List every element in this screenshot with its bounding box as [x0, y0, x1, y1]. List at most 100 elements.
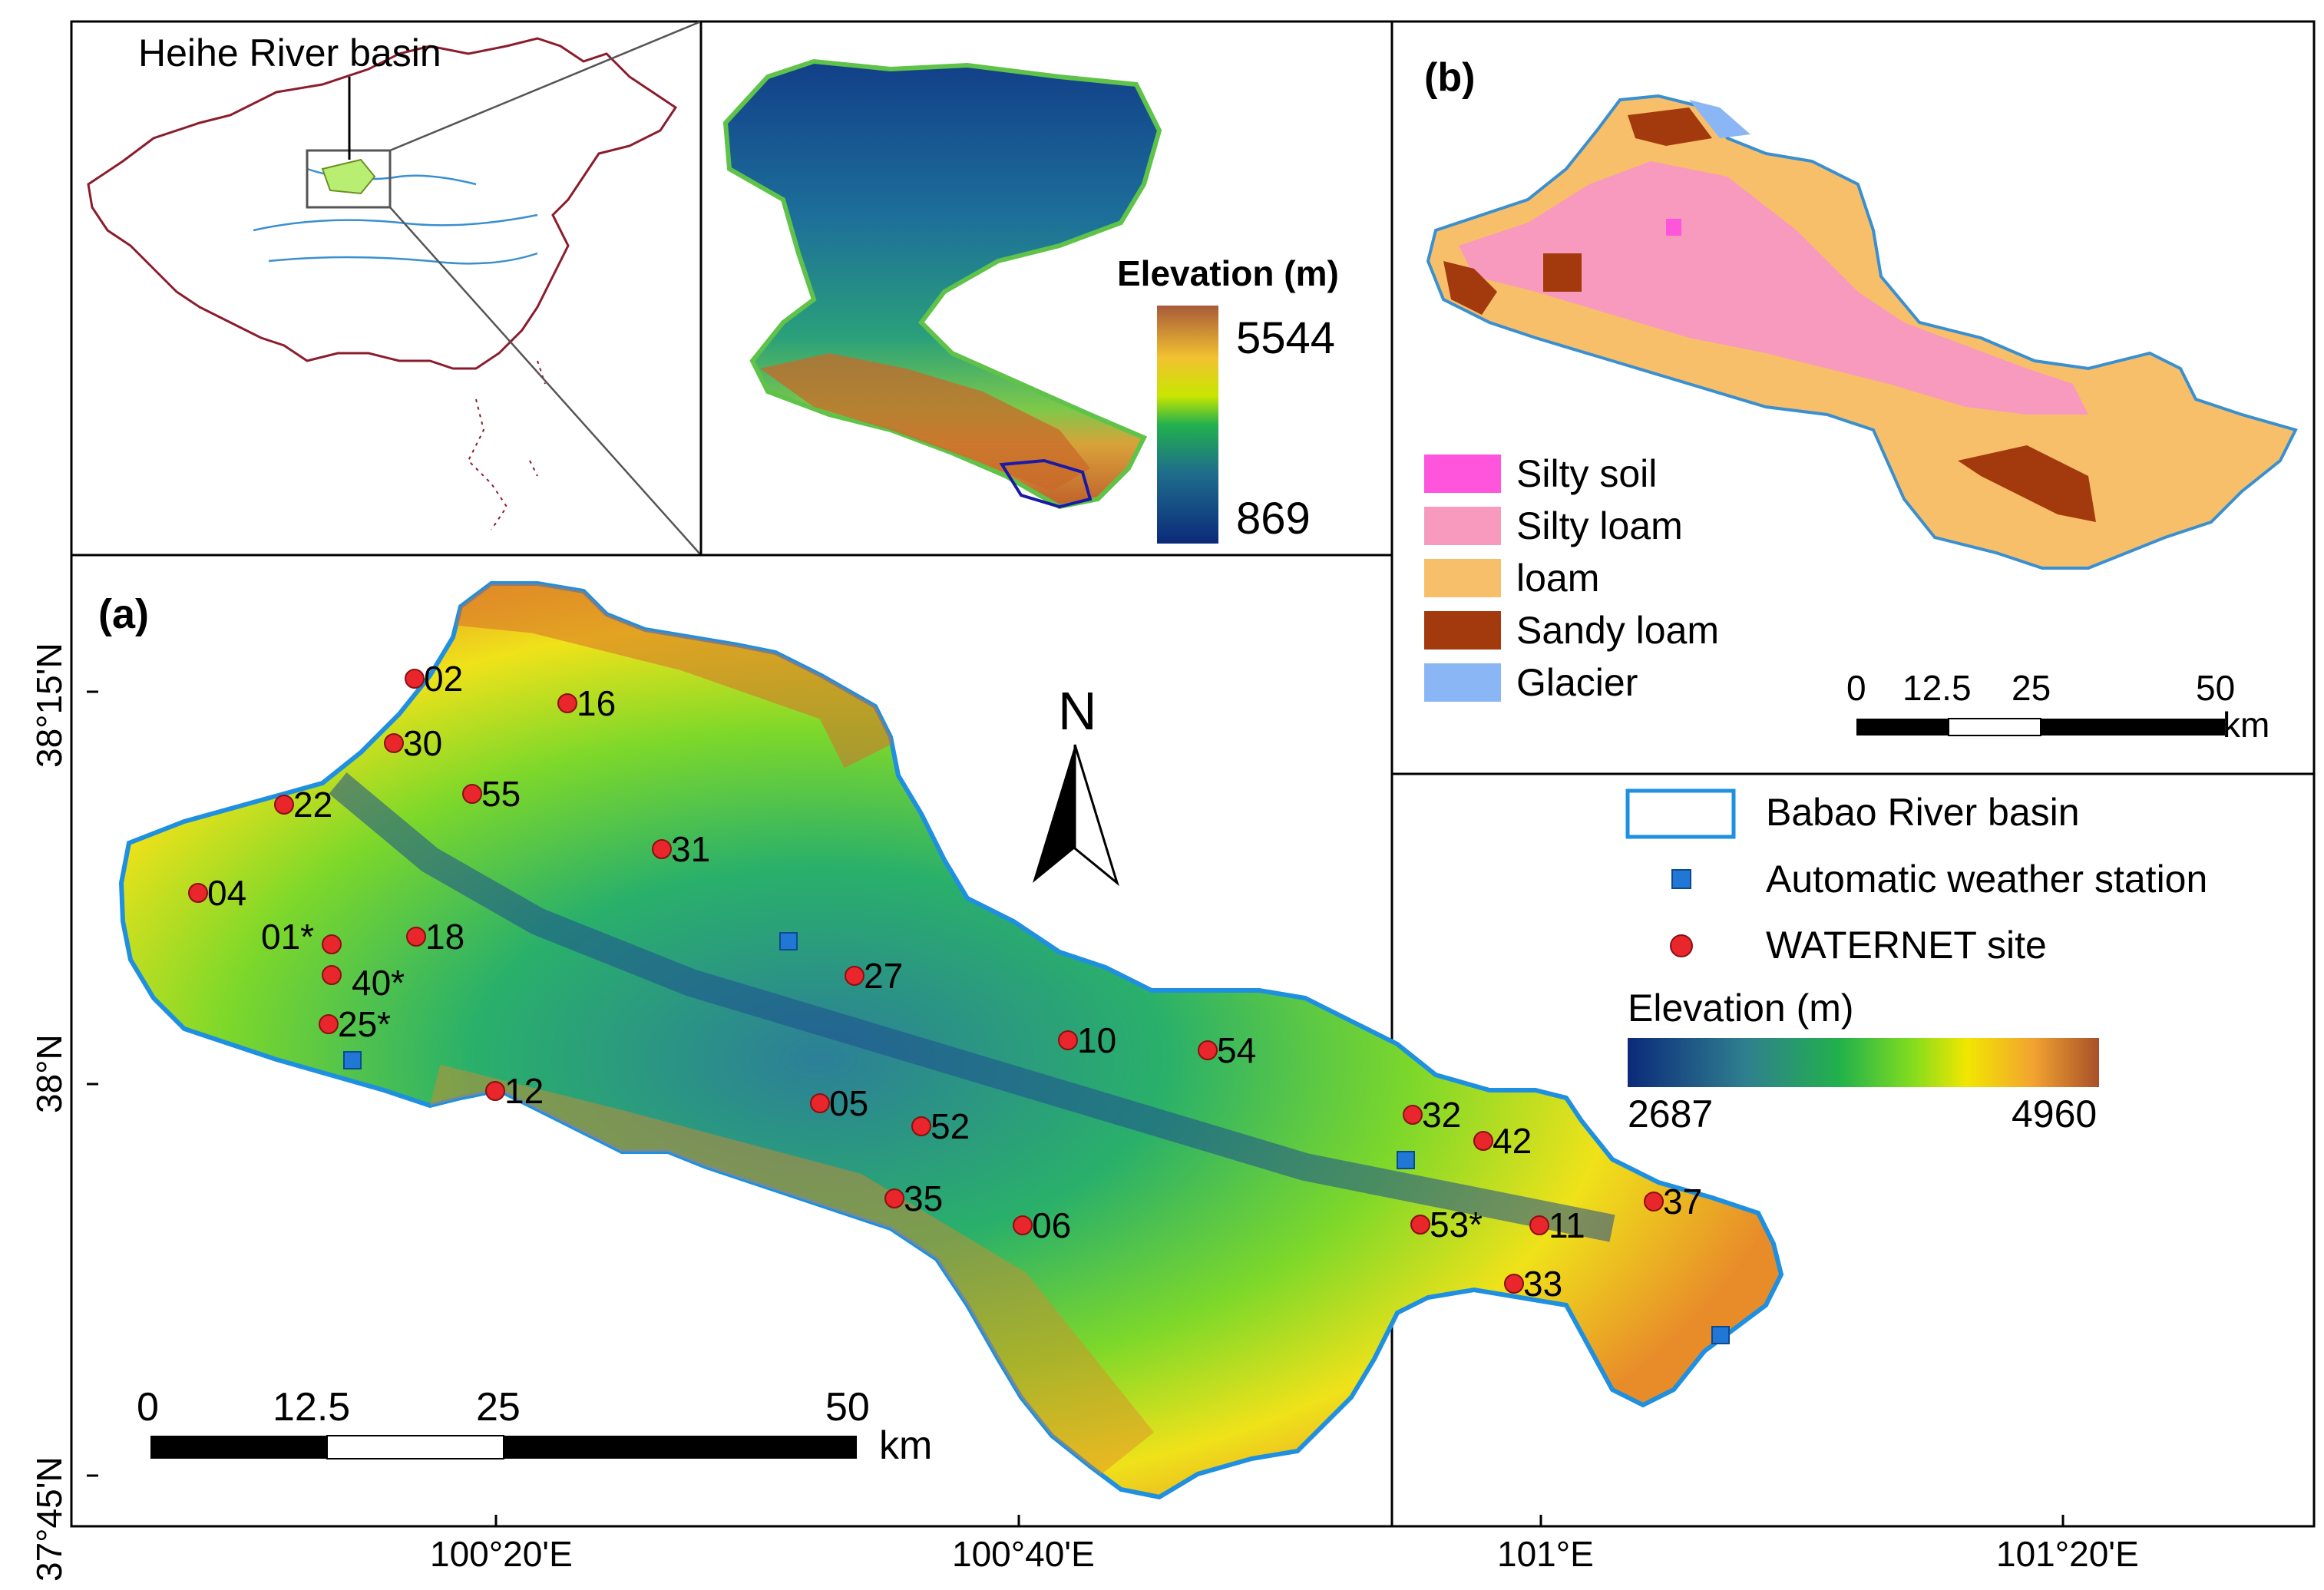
dem-legend-ramp — [1157, 306, 1218, 544]
waternet-site-marker-22 — [274, 795, 294, 815]
soil-legend-swatch-1 — [1424, 507, 1501, 545]
waternet-site-marker-33 — [1504, 1274, 1524, 1294]
waternet-site-marker-02 — [405, 669, 425, 689]
waternet-site-label-53-star: 53* — [1430, 1205, 1483, 1245]
north-label: N — [1058, 681, 1097, 741]
waternet-site-label-12: 12 — [504, 1071, 544, 1111]
zoom-line-bottom — [389, 207, 702, 556]
waternet-site-marker-35 — [884, 1188, 904, 1208]
dem-legend-max: 5544 — [1236, 313, 1335, 363]
scale-b-seg3 — [2041, 719, 2225, 735]
aws-station-2 — [343, 1051, 362, 1069]
aws-station-3 — [1397, 1151, 1415, 1169]
north-arrow: N — [1033, 681, 1119, 887]
waternet-site-label-35: 35 — [904, 1178, 943, 1218]
waternet-site-label-32: 32 — [1422, 1095, 1461, 1135]
waternet-site-label-31: 31 — [671, 829, 710, 869]
waternet-site-label-33: 33 — [1523, 1264, 1562, 1304]
panel-a-scale-bar: 0 12.5 25 50 km — [137, 1385, 932, 1468]
lat-label-1: 38°15'N — [29, 643, 69, 768]
china-outline — [87, 37, 678, 370]
waternet-site-marker-11 — [1529, 1215, 1549, 1235]
panel-b-label: (b) — [1424, 55, 1475, 100]
panel-a-label: (a) — [98, 591, 149, 637]
legend-site-label: WATERNET site — [1766, 924, 2047, 967]
waternet-site-label-02: 02 — [424, 659, 463, 699]
waternet-site-label-04: 04 — [207, 873, 246, 913]
waternet-sites: 02 16 30 55 22 31 04 18 01* 40*25* 27 10 54 12 05 52 32 4… — [188, 659, 1702, 1304]
panel-b-soil-map: (b) Silty soil Silty loam loam Sandy loam Gl… — [1390, 20, 2316, 775]
waternet-site-label-42: 42 — [1493, 1121, 1532, 1161]
scale-b-label-12-5: 12.5 — [1903, 668, 1972, 708]
aws-station-4 — [1711, 1326, 1730, 1344]
waternet-site-marker-16 — [557, 693, 577, 713]
lon-label-2: 100°40'E — [952, 1534, 1095, 1574]
scale-b-seg2 — [1948, 718, 2041, 736]
waternet-site-label-22: 22 — [293, 785, 332, 825]
waternet-site-label-10: 10 — [1077, 1020, 1116, 1060]
legend-elev-title: Elevation (m) — [1628, 987, 1854, 1030]
waternet-site-marker-31 — [652, 839, 672, 859]
waternet-site-marker-42 — [1473, 1131, 1493, 1151]
waternet-site-label-18: 18 — [425, 917, 464, 957]
waternet-site-marker-53-star — [1410, 1215, 1430, 1235]
qilian-mountains — [760, 353, 1090, 491]
legend-site-symbol — [1670, 934, 1693, 957]
soil-silty-soil-patch — [1666, 219, 1681, 236]
inset-china-map: Heihe River basin — [70, 20, 702, 557]
panel-a-legend: Babao River basin Automatic weather stat… — [1625, 788, 2207, 1135]
north-arrow-right — [1073, 744, 1119, 887]
soil-glacier-zone — [1689, 100, 1750, 138]
waternet-site-marker-32 — [1403, 1105, 1423, 1125]
scale-a-seg3 — [504, 1436, 857, 1459]
zoom-line-top — [389, 20, 702, 152]
scale-b-seg1 — [1856, 719, 1949, 735]
lon-label-1: 100°20'E — [430, 1534, 573, 1574]
panel-a-axes: 38°15'N 38°N 37°45'N 100°20'E 100°40'E 1… — [29, 643, 2139, 1582]
soil-legend-label-2: loam — [1516, 557, 1599, 600]
scale-a-label-0: 0 — [137, 1385, 159, 1430]
soil-sandy-loam-zones — [1443, 107, 2096, 522]
lon-label-3: 101°E — [1497, 1534, 1594, 1574]
waternet-site-marker-04 — [188, 883, 208, 903]
scale-a-seg1 — [150, 1436, 327, 1459]
waternet-site-label-06: 06 — [1032, 1205, 1071, 1245]
waternet-site-marker-54 — [1198, 1040, 1218, 1060]
aws-station-1 — [779, 932, 798, 950]
waternet-site-marker-18 — [406, 927, 426, 947]
waternet-site-label-37: 37 — [1663, 1182, 1702, 1221]
legend-basin-symbol — [1625, 788, 1736, 839]
legend-aws-label: Automatic weather station — [1766, 858, 2207, 901]
soil-legend-swatch-0 — [1424, 455, 1501, 493]
legend-elev-ramp — [1628, 1038, 2099, 1087]
waternet-site-label-25-star: 25* — [338, 1004, 391, 1044]
waternet-site-label-27: 27 — [864, 956, 903, 996]
legend-aws-symbol — [1671, 869, 1691, 889]
heihe-label: Heihe River basin — [138, 31, 441, 74]
scale-a-label-50: 50 — [825, 1385, 870, 1430]
scale-b-label-0: 0 — [1846, 668, 1866, 708]
scale-a-label-25: 25 — [476, 1385, 521, 1430]
scale-b-label-50: 50 — [2196, 668, 2235, 708]
legend-elev-max: 4960 — [2012, 1093, 2097, 1135]
soil-legend-label-3: Sandy loam — [1516, 609, 1719, 652]
waternet-site-marker-05 — [810, 1093, 830, 1113]
scale-a-seg2 — [326, 1435, 504, 1459]
waternet-site-marker-25-star — [319, 1014, 339, 1034]
waternet-site-marker-01-star — [322, 934, 342, 954]
waternet-site-label-55: 55 — [481, 774, 521, 814]
waternet-site-marker-12 — [485, 1081, 505, 1101]
lat-label-3: 37°45'N — [29, 1456, 69, 1582]
waternet-site-label-01-star: 01* — [261, 917, 314, 957]
soil-legend-swatch-3 — [1424, 611, 1501, 650]
panel-b-scale-bar: 0 12.5 25 50 km — [1846, 668, 2269, 745]
waternet-site-marker-06 — [1013, 1215, 1033, 1235]
inset-heihe-dem: Elevation (m) 5544 869 — [699, 20, 1393, 557]
dem-legend-min: 869 — [1236, 494, 1311, 544]
waternet-site-label-40-star: 40* — [352, 963, 405, 1003]
soil-legend-swatch-4 — [1424, 663, 1501, 702]
legend-basin-label: Babao River basin — [1766, 791, 2080, 834]
scale-b-label-25: 25 — [2012, 668, 2051, 708]
soil-legend-label-1: Silty loam — [1516, 504, 1683, 547]
